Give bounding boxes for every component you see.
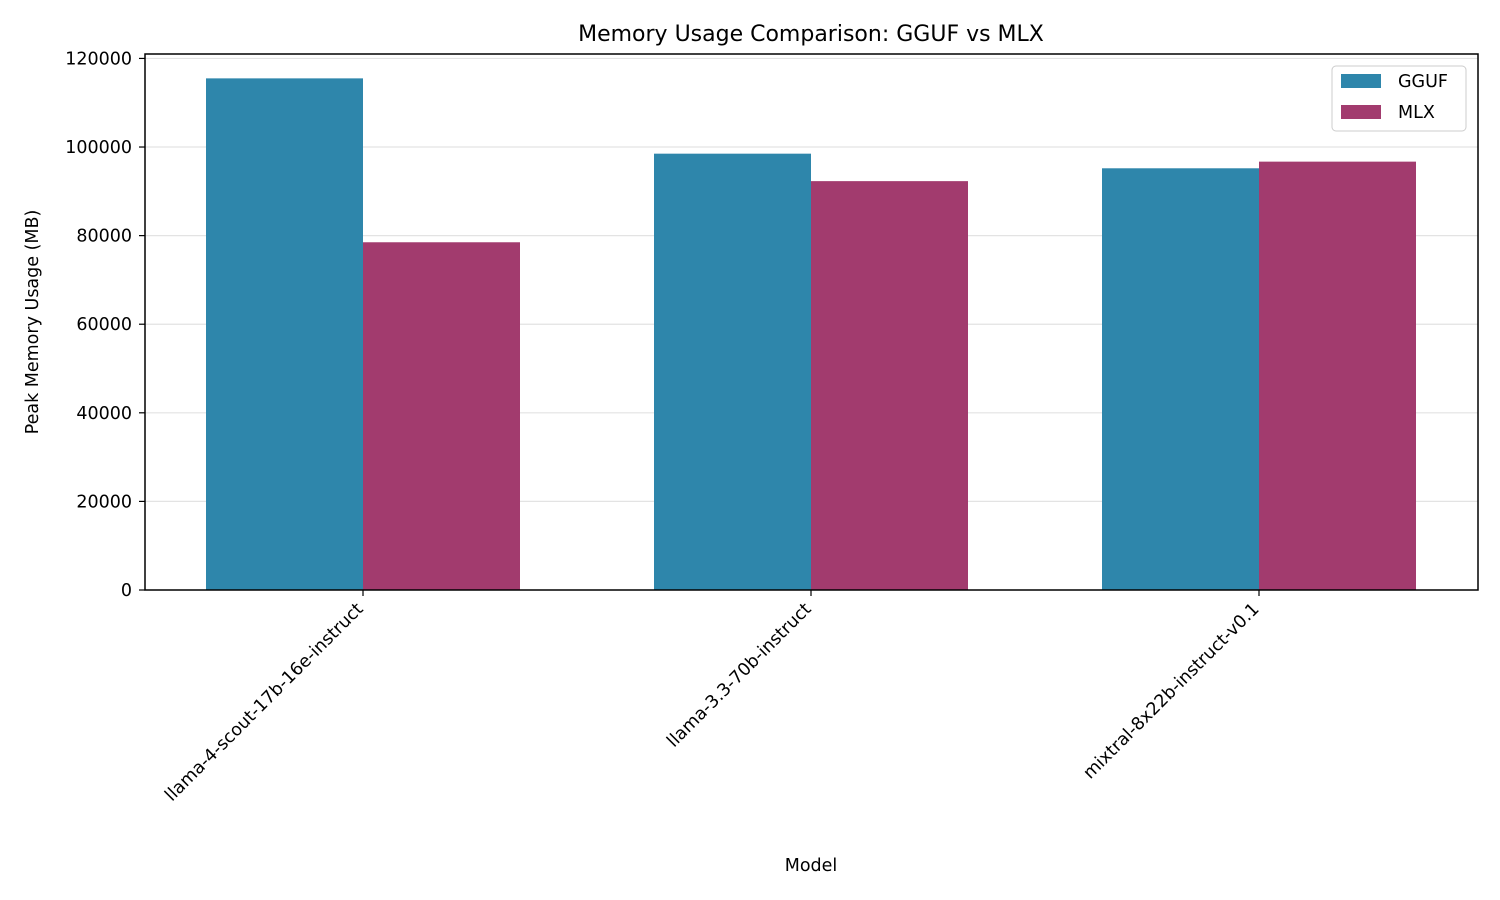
bar-gguf-llama-4-scout-17b-16e-instruct (206, 78, 363, 590)
legend-swatch-gguf (1341, 74, 1381, 88)
legend-swatch-mlx (1341, 105, 1381, 119)
y-axis-label: Peak Memory Usage (MB) (23, 210, 43, 435)
y-tick-label: 40000 (76, 404, 132, 424)
x-axis-label: Model (785, 856, 838, 876)
y-tick-label: 20000 (76, 492, 132, 512)
bar-mlx-llama-3-3-70b-instruct (811, 181, 968, 590)
y-axis-ticks: 0 20000 40000 60000 80000 100000 120000 (65, 49, 145, 601)
x-tick-label: mixtral-8x22b-instruct-v0.1 (1080, 599, 1264, 783)
legend: GGUF MLX (1331, 65, 1467, 132)
x-tick-label: llama-3.3-70b-instruct (663, 599, 815, 751)
y-tick-label: 80000 (76, 227, 132, 247)
legend-label-mlx: MLX (1398, 103, 1435, 123)
y-tick-label: 120000 (65, 49, 132, 69)
bars (206, 78, 1416, 590)
x-tick-label: llama-4-scout-17b-16e-instruct (161, 599, 367, 805)
legend-label-gguf: GGUF (1398, 72, 1448, 92)
bar-mlx-llama-4-scout-17b-16e-instruct (363, 242, 520, 590)
x-axis-ticks: llama-4-scout-17b-16e-instruct llama-3.3-… (161, 590, 1264, 805)
chart-title: Memory Usage Comparison: GGUF vs MLX (578, 22, 1044, 47)
bar-mlx-mixtral-8x22b-instruct-v0-1 (1259, 161, 1416, 590)
bar-gguf-mixtral-8x22b-instruct-v0-1 (1102, 168, 1259, 590)
y-tick-label: 0 (121, 581, 132, 601)
y-tick-label: 100000 (65, 138, 132, 158)
bar-gguf-llama-3-3-70b-instruct (654, 153, 811, 590)
y-tick-label: 60000 (76, 315, 132, 335)
